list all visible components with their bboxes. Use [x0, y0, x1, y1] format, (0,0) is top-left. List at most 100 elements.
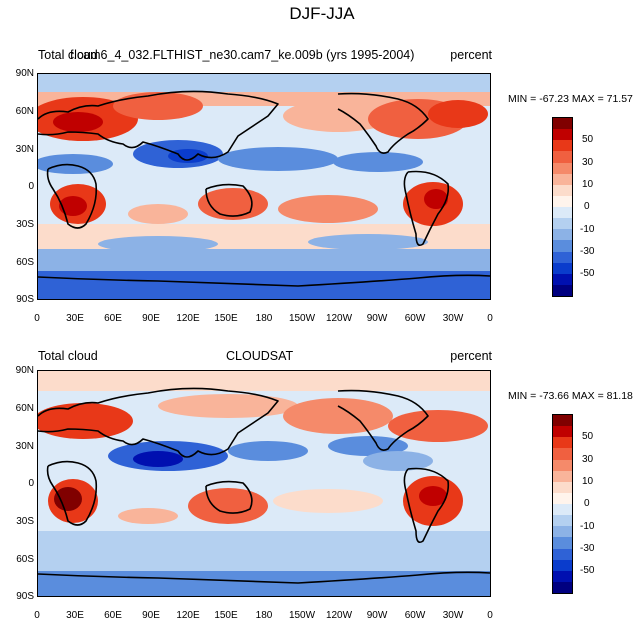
- panel1-colorbar-label: 30: [582, 157, 594, 168]
- panel1-colorbar: [552, 117, 573, 297]
- panel2-lon-tick: 30E: [66, 610, 84, 621]
- colorbar-swatch: [553, 218, 572, 230]
- panel1-lon-tick: 60E: [104, 313, 122, 324]
- panel2-map: [37, 370, 491, 597]
- panel2-map-svg: [38, 371, 490, 596]
- panel1-min-max: MIN = -67.23 MAX = 71.57: [508, 93, 633, 105]
- panel1-lat-tick: 90S: [16, 294, 34, 305]
- panel1-lat-tick: 90N: [15, 68, 34, 79]
- panel2-colorbar-label: 30: [582, 454, 594, 465]
- colorbar-swatch: [553, 229, 572, 241]
- panel1-lon-tick: 60W: [404, 313, 426, 324]
- panel2-lon-tick: 150E: [214, 610, 238, 621]
- panel2-lon-tick: 120W: [325, 610, 353, 621]
- panel1-lon-tick: 90E: [142, 313, 160, 324]
- colorbar-swatch: [553, 537, 572, 549]
- panel2-lon-tick: 150W: [288, 610, 316, 621]
- panel1-map-svg: [38, 74, 490, 299]
- panel1-lat-tick: 60S: [16, 257, 34, 268]
- colorbar-swatch: [553, 515, 572, 527]
- panel1-lon-tick: 180: [255, 313, 273, 324]
- panel2-colorbar-label: -10: [580, 521, 595, 532]
- colorbar-swatch: [553, 162, 572, 174]
- colorbar-swatch: [553, 195, 572, 207]
- panel1-lon-tick: 30E: [66, 313, 84, 324]
- colorbar-swatch: [553, 129, 572, 141]
- colorbar-swatch: [553, 118, 572, 130]
- panel2-colorbar: [552, 414, 573, 594]
- panel1-lat-tick: 60N: [15, 106, 34, 117]
- panel2-colorbar-label: 0: [584, 498, 590, 509]
- panel2-lat-tick: 60S: [16, 554, 34, 565]
- colorbar-swatch: [553, 173, 572, 185]
- panel1-lon-tick: 0: [34, 313, 40, 324]
- panel1-lon-tick: 120W: [325, 313, 353, 324]
- colorbar-swatch: [553, 426, 572, 438]
- panel2-lon-tick: 60E: [104, 610, 122, 621]
- panel2-lat-tick: 60N: [15, 403, 34, 414]
- panel2-lon-tick: 60W: [404, 610, 426, 621]
- panel2-lat-tick: 30S: [16, 516, 34, 527]
- colorbar-swatch: [553, 470, 572, 482]
- panel2-lon-tick: 90W: [366, 610, 388, 621]
- panel1-colorbar-label: -10: [580, 224, 595, 235]
- colorbar-swatch: [553, 437, 572, 449]
- panel2-colorbar-label: -50: [580, 565, 595, 576]
- colorbar-swatch: [553, 240, 572, 252]
- panel2-case-label: CLOUDSAT: [226, 349, 294, 363]
- panel1-case-label: f.cam6_4_032.FLTHIST_ne30.cam7_ke.009b (…: [70, 48, 415, 62]
- colorbar-swatch: [553, 151, 572, 163]
- colorbar-swatch: [553, 284, 572, 296]
- colorbar-swatch: [553, 559, 572, 571]
- colorbar-swatch: [553, 492, 572, 504]
- panel2-lat-tick: 30N: [15, 441, 34, 452]
- panel1-variable-label: Total cloud: [38, 48, 98, 62]
- panel1-lon-tick: 150W: [288, 313, 316, 324]
- colorbar-swatch: [553, 481, 572, 493]
- panel2-colorbar-label: 50: [582, 431, 594, 442]
- panel2-variable-label: Total cloud: [38, 349, 98, 363]
- panel1-map: [37, 73, 491, 300]
- colorbar-swatch: [553, 140, 572, 152]
- panel2-lon-tick: 90E: [142, 610, 160, 621]
- colorbar-swatch: [553, 415, 572, 427]
- panel1-colorbar-label: 50: [582, 134, 594, 145]
- panel1-units-label: percent: [450, 48, 492, 62]
- colorbar-swatch: [553, 459, 572, 471]
- panel1-lon-tick: 150E: [214, 313, 238, 324]
- panel2-lon-tick: 0: [487, 610, 493, 621]
- panel1-lat-tick: 30S: [16, 219, 34, 230]
- panel1-colorbar-label: 10: [582, 179, 594, 190]
- colorbar-swatch: [553, 273, 572, 285]
- figure-title: DJF-JJA: [289, 4, 355, 23]
- panel2-lat-tick: 0: [28, 478, 34, 489]
- colorbar-swatch: [553, 526, 572, 538]
- panel1-colorbar-label: 0: [584, 201, 590, 212]
- panel2-lon-tick: 180: [255, 610, 273, 621]
- colorbar-swatch: [553, 262, 572, 274]
- panel2-lat-tick: 90S: [16, 591, 34, 602]
- colorbar-swatch: [553, 570, 572, 582]
- panel2-lon-tick: 0: [34, 610, 40, 621]
- panel1-lon-tick: 120E: [176, 313, 200, 324]
- panel1-lon-tick: 90W: [366, 313, 388, 324]
- panel1-lat-tick: 0: [28, 181, 34, 192]
- panel2-colorbar-label: 10: [582, 476, 594, 487]
- colorbar-swatch: [553, 504, 572, 516]
- panel1-colorbar-label: -30: [580, 246, 595, 257]
- panel2-lon-tick: 120E: [176, 610, 200, 621]
- panel2-units-label: percent: [450, 349, 492, 363]
- panel2-lon-tick: 30W: [442, 610, 464, 621]
- panel1-lon-tick: 30W: [442, 313, 464, 324]
- panel1-lon-tick: 0: [487, 313, 493, 324]
- colorbar-swatch: [553, 448, 572, 460]
- panel2-colorbar-label: -30: [580, 543, 595, 554]
- panel2-min-max: MIN = -73.66 MAX = 81.18: [508, 390, 633, 402]
- panel2-lat-tick: 90N: [15, 365, 34, 376]
- panel1-lat-tick: 30N: [15, 144, 34, 155]
- colorbar-swatch: [553, 251, 572, 263]
- colorbar-swatch: [553, 207, 572, 219]
- colorbar-swatch: [553, 548, 572, 560]
- colorbar-swatch: [553, 581, 572, 593]
- colorbar-swatch: [553, 184, 572, 196]
